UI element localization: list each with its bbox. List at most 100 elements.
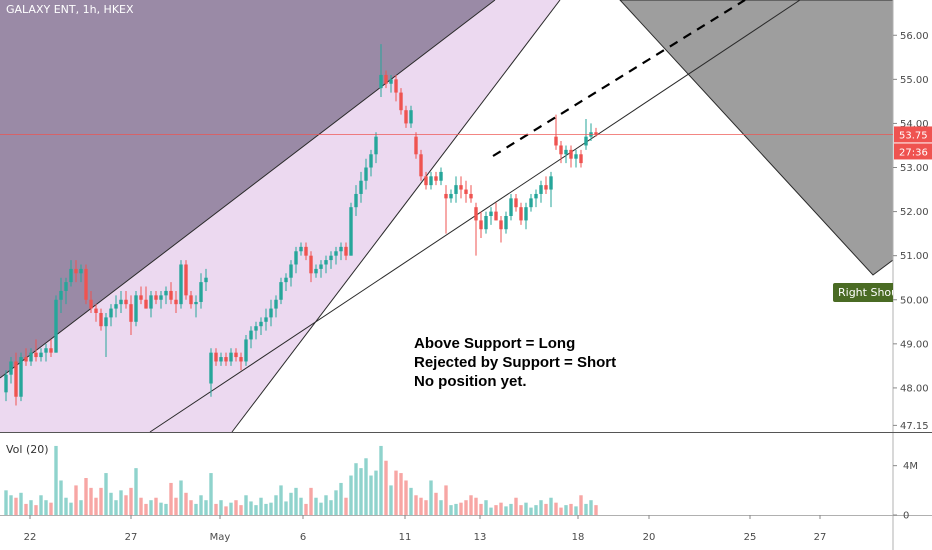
candle-body <box>434 176 438 181</box>
volume-bar <box>134 468 138 515</box>
candle-body <box>469 193 473 199</box>
candle-body <box>139 295 143 300</box>
volume-bar <box>154 497 158 515</box>
candle-body <box>534 193 538 199</box>
candle-body <box>479 220 483 230</box>
volume-bar <box>289 492 293 515</box>
candle-body <box>454 185 458 194</box>
candle-body <box>594 132 598 135</box>
volume-bar <box>14 497 18 515</box>
volume-bar <box>469 495 473 515</box>
volume-bar <box>24 503 28 515</box>
volume-bar <box>9 495 13 515</box>
volume-bar <box>199 495 203 515</box>
volume-bar <box>29 500 33 515</box>
candle-body <box>569 149 573 159</box>
volume-bar <box>274 495 278 515</box>
volume-bar <box>84 478 88 515</box>
candle-body <box>374 136 378 155</box>
volume-bar <box>279 485 283 515</box>
volume-bar <box>584 503 588 515</box>
volume-bar <box>334 490 338 515</box>
volume-bar <box>89 487 93 515</box>
rising-channel-zone <box>0 0 560 432</box>
volume-bar <box>399 473 403 515</box>
candle-body <box>264 317 268 322</box>
candle-body <box>189 295 193 305</box>
volume-bar <box>144 503 148 515</box>
volume-bar <box>269 502 273 515</box>
volume-bar <box>349 475 353 515</box>
volume-bar <box>224 506 228 515</box>
candle-body <box>294 251 298 265</box>
volume-bar <box>479 503 483 515</box>
volume-bar <box>489 507 493 515</box>
candle-body <box>229 352 233 362</box>
volume-bar <box>414 495 418 515</box>
candle-body <box>179 264 183 305</box>
volume-bar <box>549 497 553 515</box>
candle-body <box>354 193 358 208</box>
right-shoulder-label: Right Shoulder <box>833 283 893 302</box>
candle-body <box>499 220 503 230</box>
candle-body <box>234 352 238 358</box>
candle-body <box>94 308 98 313</box>
volume-bar <box>484 500 488 515</box>
volume-bar <box>559 507 563 515</box>
candle-body <box>14 361 18 397</box>
x-tick-label: 20 <box>643 532 656 543</box>
candle-body <box>4 374 8 393</box>
candle-body <box>59 290 63 300</box>
volume-bar <box>209 473 213 515</box>
candle-body <box>29 352 33 362</box>
annotation-note: No position yet. <box>414 373 527 390</box>
candle-body <box>114 304 118 309</box>
volume-bar <box>244 495 248 515</box>
candle-body <box>319 264 323 269</box>
y-tick-label: 54.00 <box>900 119 929 130</box>
candle-body <box>119 299 123 305</box>
candle-body <box>464 189 468 194</box>
volume-bar <box>344 497 348 515</box>
volume-label: Vol (20) <box>6 443 49 456</box>
volume-bar <box>324 495 328 515</box>
volume-bar <box>254 505 258 515</box>
candle-body <box>239 357 243 362</box>
y-tick-label: 51.00 <box>900 251 929 262</box>
volume-bar <box>69 502 73 515</box>
volume-bar <box>404 480 408 515</box>
candle-body <box>574 154 578 159</box>
volume-bar <box>264 503 268 515</box>
volume-bar <box>189 500 193 515</box>
candle-body <box>254 326 258 331</box>
channel-lower-line <box>231 0 561 433</box>
volume-bar <box>124 495 128 515</box>
volume-bar <box>384 460 388 515</box>
candle-body <box>384 74 388 84</box>
volume-bar <box>119 490 123 515</box>
volume-bar <box>4 490 8 515</box>
candle-body <box>269 308 273 318</box>
candle-body <box>444 193 448 199</box>
volume-bar <box>394 470 398 515</box>
volume-bar <box>594 505 598 515</box>
candle-body <box>89 299 93 309</box>
volume-bar <box>44 500 48 515</box>
candle-body <box>329 255 333 261</box>
volume-bar <box>524 502 528 515</box>
candle-body <box>549 176 553 190</box>
countdown-badge <box>894 143 932 160</box>
vol-tick-label: 0 <box>903 511 909 522</box>
candle-body <box>79 268 83 274</box>
volume-bar <box>54 445 58 515</box>
candle-body <box>54 299 58 353</box>
candle-body <box>249 330 253 340</box>
candle-body <box>404 110 408 124</box>
volume-bar <box>579 495 583 515</box>
candle-body <box>299 246 303 252</box>
candle-body <box>584 136 588 146</box>
volume-bar <box>309 487 313 515</box>
volume-bar <box>499 502 503 515</box>
candle-body <box>414 136 418 155</box>
